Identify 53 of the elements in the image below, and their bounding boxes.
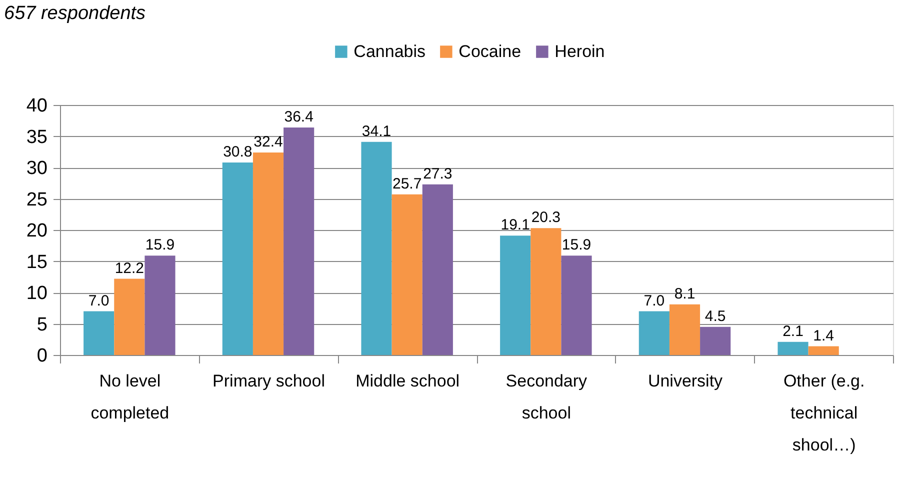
x-tick-label: Primary school (212, 372, 325, 390)
bar (700, 326, 731, 355)
data-label: 36.4 (284, 108, 314, 126)
bar (530, 228, 562, 355)
y-tick-label: 15 (26, 252, 48, 273)
data-label: 19.1 (500, 216, 530, 234)
y-tick-label: 30 (26, 158, 48, 179)
legend-label: Cocaine (458, 42, 522, 61)
x-tick-label: Secondary school (506, 372, 588, 422)
bar (500, 236, 531, 355)
data-label: 1.4 (813, 327, 834, 344)
bar (778, 342, 808, 355)
x-tick-label: No level completed (90, 372, 170, 422)
data-label: 4.5 (704, 308, 726, 325)
data-label: 25.7 (392, 175, 422, 192)
y-tick-label: 0 (36, 346, 48, 366)
y-tick-label: 35 (26, 126, 48, 148)
bar (361, 142, 392, 355)
bar (252, 152, 284, 355)
data-label: 15.9 (562, 236, 592, 254)
bar (808, 346, 839, 355)
data-label: 20.3 (531, 209, 561, 226)
y-tick-label: 5 (36, 314, 48, 336)
data-label: 34.1 (362, 122, 392, 140)
data-label: 32.4 (254, 134, 283, 150)
data-label: 30.8 (223, 144, 252, 160)
bar (422, 184, 453, 355)
x-tick-label: Other (e.g. technical shool…) (783, 372, 865, 454)
bar (114, 278, 145, 355)
data-label: 7.0 (644, 292, 665, 310)
chart-title: 657 respondents (4, 3, 146, 24)
data-label: 27.3 (423, 165, 452, 182)
x-tick-label: Middle school (356, 372, 460, 390)
bar (638, 311, 670, 355)
y-tick-label: 20 (26, 220, 48, 242)
legend-label: Cannabis (354, 42, 426, 61)
legend-label: Heroin (554, 42, 605, 61)
data-label: 15.9 (145, 236, 175, 254)
data-label: 7.0 (88, 292, 110, 310)
bar (84, 311, 114, 355)
data-label: 12.2 (114, 260, 144, 277)
bar (392, 194, 422, 355)
bar (561, 256, 592, 355)
bar (144, 256, 176, 355)
bar (284, 128, 314, 355)
bar (222, 162, 253, 355)
data-label: 2.1 (782, 322, 804, 340)
y-tick-label: 40 (26, 96, 48, 116)
bar (669, 304, 700, 355)
y-tick-label: 25 (26, 189, 48, 210)
x-tick-label: University (648, 372, 724, 390)
y-tick-label: 10 (26, 283, 48, 304)
data-label: 8.1 (674, 285, 696, 302)
